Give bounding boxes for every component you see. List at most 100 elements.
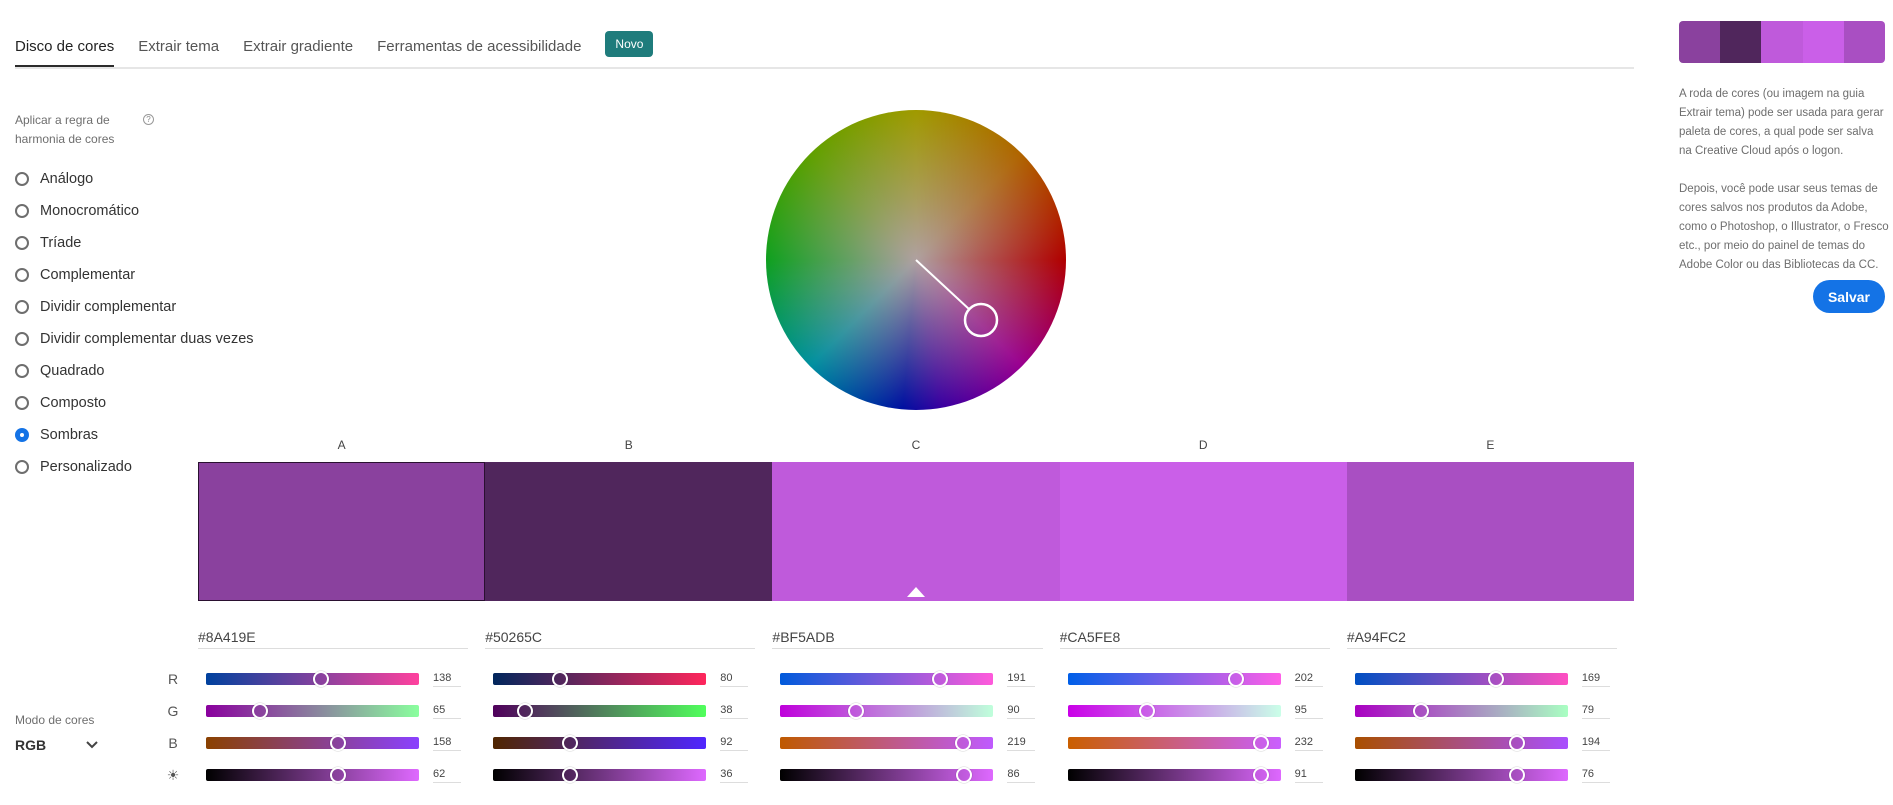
- radio-button[interactable]: [15, 204, 29, 218]
- radio-button[interactable]: [15, 172, 29, 186]
- color-swatch[interactable]: [772, 462, 1060, 601]
- tab-color-wheel[interactable]: Disco de cores: [15, 30, 115, 68]
- slider-thumb[interactable]: [1138, 703, 1155, 719]
- b-value-input[interactable]: 194: [1581, 736, 1610, 751]
- slider-thumb[interactable]: [955, 735, 972, 751]
- slider-thumb[interactable]: [1508, 735, 1525, 751]
- slider-thumb[interactable]: [1487, 671, 1504, 687]
- slider-thumb[interactable]: [1228, 671, 1245, 687]
- b-value-input[interactable]: 219: [1007, 736, 1036, 751]
- r-value-input[interactable]: 169: [1581, 672, 1610, 687]
- harmony-option[interactable]: Quadrado: [15, 355, 254, 387]
- g-slider[interactable]: [1067, 703, 1281, 719]
- radio-button[interactable]: [15, 428, 29, 442]
- slider-thumb[interactable]: [1412, 703, 1429, 719]
- g-value-input[interactable]: 65: [433, 704, 461, 719]
- radio-button[interactable]: [15, 364, 29, 378]
- color-swatch[interactable]: [1346, 462, 1635, 601]
- g-slider[interactable]: [1354, 703, 1568, 719]
- color-wheel[interactable]: [766, 110, 1066, 410]
- radio-button[interactable]: [15, 236, 29, 250]
- slider-thumb[interactable]: [931, 671, 948, 687]
- b-slider[interactable]: [1067, 735, 1281, 751]
- r-value-input[interactable]: 138: [433, 672, 461, 687]
- brightness-value-input[interactable]: 62: [433, 768, 461, 783]
- harmony-option[interactable]: Monocromático: [15, 195, 254, 227]
- b-slider[interactable]: [206, 735, 419, 751]
- g-value-input[interactable]: 79: [1581, 704, 1610, 719]
- tab-extract-gradient[interactable]: Extrair gradiente: [243, 38, 354, 55]
- brightness-slider[interactable]: [206, 767, 419, 783]
- radio-button[interactable]: [15, 300, 29, 314]
- b-value-input[interactable]: 158: [433, 736, 461, 751]
- brightness-slider[interactable]: [1354, 767, 1568, 783]
- color-swatch[interactable]: [198, 462, 486, 601]
- brightness-value-input[interactable]: 36: [720, 768, 749, 783]
- slider-thumb[interactable]: [252, 703, 269, 719]
- harmony-option[interactable]: Sombras: [15, 419, 254, 451]
- hex-input[interactable]: [485, 625, 756, 649]
- slider-thumb[interactable]: [561, 767, 578, 783]
- slider-thumb[interactable]: [562, 735, 579, 751]
- g-value-input[interactable]: 95: [1294, 704, 1323, 719]
- g-slider[interactable]: [493, 703, 707, 719]
- help-icon[interactable]: ?: [143, 114, 154, 125]
- brightness-value-input[interactable]: 76: [1581, 768, 1610, 783]
- r-slider[interactable]: [206, 671, 419, 687]
- r-value-input[interactable]: 191: [1007, 672, 1036, 687]
- radio-button[interactable]: [15, 332, 29, 346]
- b-slider[interactable]: [780, 735, 994, 751]
- tab-accessibility-tools[interactable]: Ferramentas de acessibilidade: [377, 38, 582, 55]
- radio-button[interactable]: [15, 268, 29, 282]
- g-slider[interactable]: [780, 703, 994, 719]
- hex-input[interactable]: [1059, 625, 1330, 649]
- color-swatch[interactable]: [485, 462, 773, 601]
- slider-thumb[interactable]: [516, 703, 533, 719]
- selected-base-color-marker: [907, 587, 925, 597]
- r-value-input[interactable]: 202: [1294, 672, 1323, 687]
- harmony-option[interactable]: Personalizado: [15, 451, 254, 483]
- harmony-option[interactable]: Análogo: [15, 163, 254, 195]
- g-value-input[interactable]: 90: [1007, 704, 1036, 719]
- slider-thumb[interactable]: [330, 767, 347, 783]
- radio-button[interactable]: [15, 396, 29, 410]
- brightness-value-input[interactable]: 86: [1007, 768, 1036, 783]
- color-swatch[interactable]: [1059, 462, 1347, 601]
- r-slider[interactable]: [1354, 671, 1568, 687]
- slider-thumb[interactable]: [1253, 735, 1270, 751]
- r-slider[interactable]: [493, 671, 707, 687]
- g-value-input[interactable]: 38: [720, 704, 749, 719]
- color-mode-dropdown[interactable]: RGB: [15, 737, 98, 753]
- brightness-slider[interactable]: [1067, 767, 1281, 783]
- r-value-input[interactable]: 80: [720, 672, 749, 687]
- harmony-option-label: Composto: [40, 395, 107, 411]
- harmony-option[interactable]: Composto: [15, 387, 254, 419]
- harmony-option[interactable]: Complementar: [15, 259, 254, 291]
- save-button[interactable]: Salvar: [1813, 280, 1885, 313]
- b-slider[interactable]: [1354, 735, 1568, 751]
- slider-thumb[interactable]: [329, 735, 346, 751]
- harmony-option[interactable]: Dividir complementar duas vezes: [15, 323, 254, 355]
- slider-thumb[interactable]: [552, 671, 569, 687]
- hex-input[interactable]: [198, 625, 469, 649]
- harmony-option[interactable]: Dividir complementar: [15, 291, 254, 323]
- slider-thumb[interactable]: [1253, 767, 1270, 783]
- g-slider[interactable]: [206, 703, 419, 719]
- r-slider[interactable]: [780, 671, 994, 687]
- slider-thumb[interactable]: [1508, 767, 1525, 783]
- b-value-input[interactable]: 232: [1294, 736, 1323, 751]
- slider-thumb[interactable]: [313, 671, 330, 687]
- slider-thumb[interactable]: [847, 703, 864, 719]
- hex-input[interactable]: [772, 625, 1043, 649]
- slider-thumb[interactable]: [955, 767, 972, 783]
- tab-extract-theme[interactable]: Extrair tema: [138, 38, 220, 55]
- brightness-slider[interactable]: [780, 767, 994, 783]
- harmony-option[interactable]: Tríade: [15, 227, 254, 259]
- hex-input[interactable]: [1346, 625, 1618, 649]
- b-value-input[interactable]: 92: [720, 736, 749, 751]
- brightness-value-input[interactable]: 91: [1294, 768, 1323, 783]
- r-slider[interactable]: [1067, 671, 1281, 687]
- b-slider[interactable]: [493, 735, 707, 751]
- brightness-slider[interactable]: [493, 767, 707, 783]
- radio-button[interactable]: [15, 460, 29, 474]
